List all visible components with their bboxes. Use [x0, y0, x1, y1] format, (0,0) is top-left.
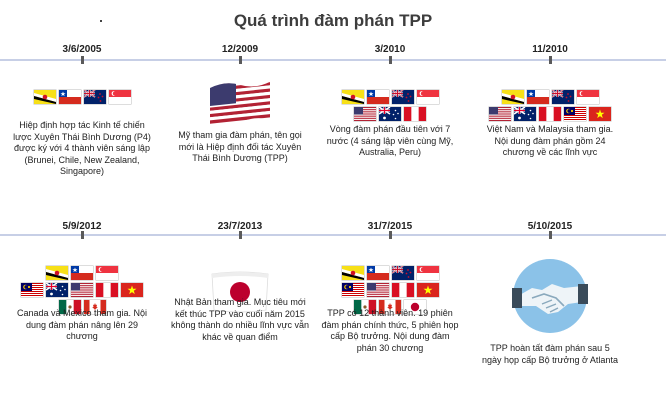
flag-row — [33, 90, 131, 104]
event-description: TPP có 12 thành viên. 19 phiên đàm phán … — [321, 308, 459, 353]
malaysia-flag-icon — [564, 107, 586, 121]
page-title: Quá trình đàm phán TPP — [233, 11, 433, 30]
event-date: 3/6/2005 — [62, 44, 102, 55]
event-description: Hiệp định hợp tác Kinh tế chiến lược Xuy… — [13, 120, 151, 176]
usa-flag-icon — [71, 283, 93, 297]
event-description: Mỹ tham gia đàm phán, tên gọi mới là Hiệ… — [178, 130, 302, 163]
flag-row — [341, 266, 439, 280]
timeline-tick — [549, 56, 552, 64]
timeline-tick — [389, 56, 392, 64]
chile-flag-icon — [366, 266, 389, 280]
singapore-flag-icon — [416, 266, 439, 280]
peru-flag-icon — [391, 283, 414, 297]
event-date: 5/9/2012 — [62, 221, 102, 232]
malaysia-flag-icon — [21, 283, 43, 297]
event-description: Vòng đàm phán đầu tiên với 7 nước (4 sán… — [326, 124, 454, 157]
singapore-flag-icon — [576, 90, 599, 104]
event-description: Canada và Mexico tham gia. Nội dung đàm … — [16, 308, 148, 341]
flag-row — [354, 300, 426, 314]
brunei-flag-icon — [341, 90, 364, 104]
brunei-flag-icon — [501, 90, 524, 104]
mexico-flag-icon — [58, 300, 81, 314]
timeline-tick — [81, 231, 84, 239]
vietnam-flag-icon — [416, 283, 439, 297]
flag-row — [341, 90, 439, 104]
flag-group — [480, 90, 620, 121]
australia-flag-icon — [379, 107, 401, 121]
peru-flag-icon — [539, 107, 561, 121]
chile-flag-icon — [526, 90, 549, 104]
chile-flag-icon — [71, 266, 93, 280]
malaysia-flag-icon — [341, 283, 364, 297]
flag-group — [12, 266, 152, 314]
timeline-tick — [239, 56, 242, 64]
new-zealand-flag-icon — [391, 266, 414, 280]
flag-group — [12, 90, 152, 104]
flag-row — [58, 300, 106, 314]
timeline-tick — [549, 231, 552, 239]
new-zealand-flag-icon — [391, 90, 414, 104]
brunei-flag-icon — [341, 266, 364, 280]
event-date: 31/7/2015 — [367, 221, 413, 232]
event-date: 3/2010 — [374, 44, 406, 55]
timeline-row-1 — [0, 58, 666, 62]
vietnam-flag-icon — [121, 283, 143, 297]
usa-flag-icon — [489, 107, 511, 121]
chile-flag-icon — [366, 90, 389, 104]
flag-row — [46, 266, 118, 280]
canada-flag-icon — [379, 300, 401, 314]
timeline-row-2 — [0, 233, 666, 237]
timeline-tick — [389, 231, 392, 239]
timeline-tick — [239, 231, 242, 239]
brunei-flag-icon — [33, 90, 56, 104]
timeline-tick — [81, 56, 84, 64]
decorative-dot — [100, 20, 102, 22]
event-description: Nhật Bản tham gia. Mục tiêu mới kết thúc… — [170, 297, 310, 342]
brunei-flag-icon — [46, 266, 68, 280]
chile-flag-icon — [58, 90, 81, 104]
vietnam-flag-icon — [589, 107, 611, 121]
flag-row — [489, 107, 611, 121]
singapore-flag-icon — [96, 266, 118, 280]
flag-row — [354, 107, 426, 121]
event-date: 23/7/2013 — [217, 221, 263, 232]
event-date: 5/10/2015 — [527, 221, 573, 232]
canada-flag-icon — [83, 300, 106, 314]
new-zealand-flag-icon — [83, 90, 106, 104]
japan-flag-icon — [210, 270, 270, 319]
peru-flag-icon — [404, 107, 426, 121]
usa-flag-icon — [366, 283, 389, 297]
australia-flag-icon — [46, 283, 68, 297]
event-date: 11/2010 — [532, 44, 568, 55]
handshake-icon — [512, 258, 588, 339]
usa-flag-icon — [207, 78, 273, 133]
event-date: 12/2009 — [221, 44, 259, 55]
event-description: TPP hoàn tất đàm phán sau 5 ngày họp cấp… — [482, 343, 618, 365]
japan-flag-icon — [404, 300, 426, 314]
singapore-flag-icon — [108, 90, 131, 104]
usa-flag-icon — [354, 107, 376, 121]
flag-group — [320, 266, 460, 314]
flag-row — [501, 90, 599, 104]
flag-group — [320, 90, 460, 121]
flag-row — [341, 283, 439, 297]
peru-flag-icon — [96, 283, 118, 297]
event-description: Việt Nam và Malaysia tham gia. Nội dung … — [486, 124, 614, 157]
flag-row — [21, 283, 143, 297]
new-zealand-flag-icon — [551, 90, 574, 104]
singapore-flag-icon — [416, 90, 439, 104]
australia-flag-icon — [514, 107, 536, 121]
mexico-flag-icon — [354, 300, 376, 314]
